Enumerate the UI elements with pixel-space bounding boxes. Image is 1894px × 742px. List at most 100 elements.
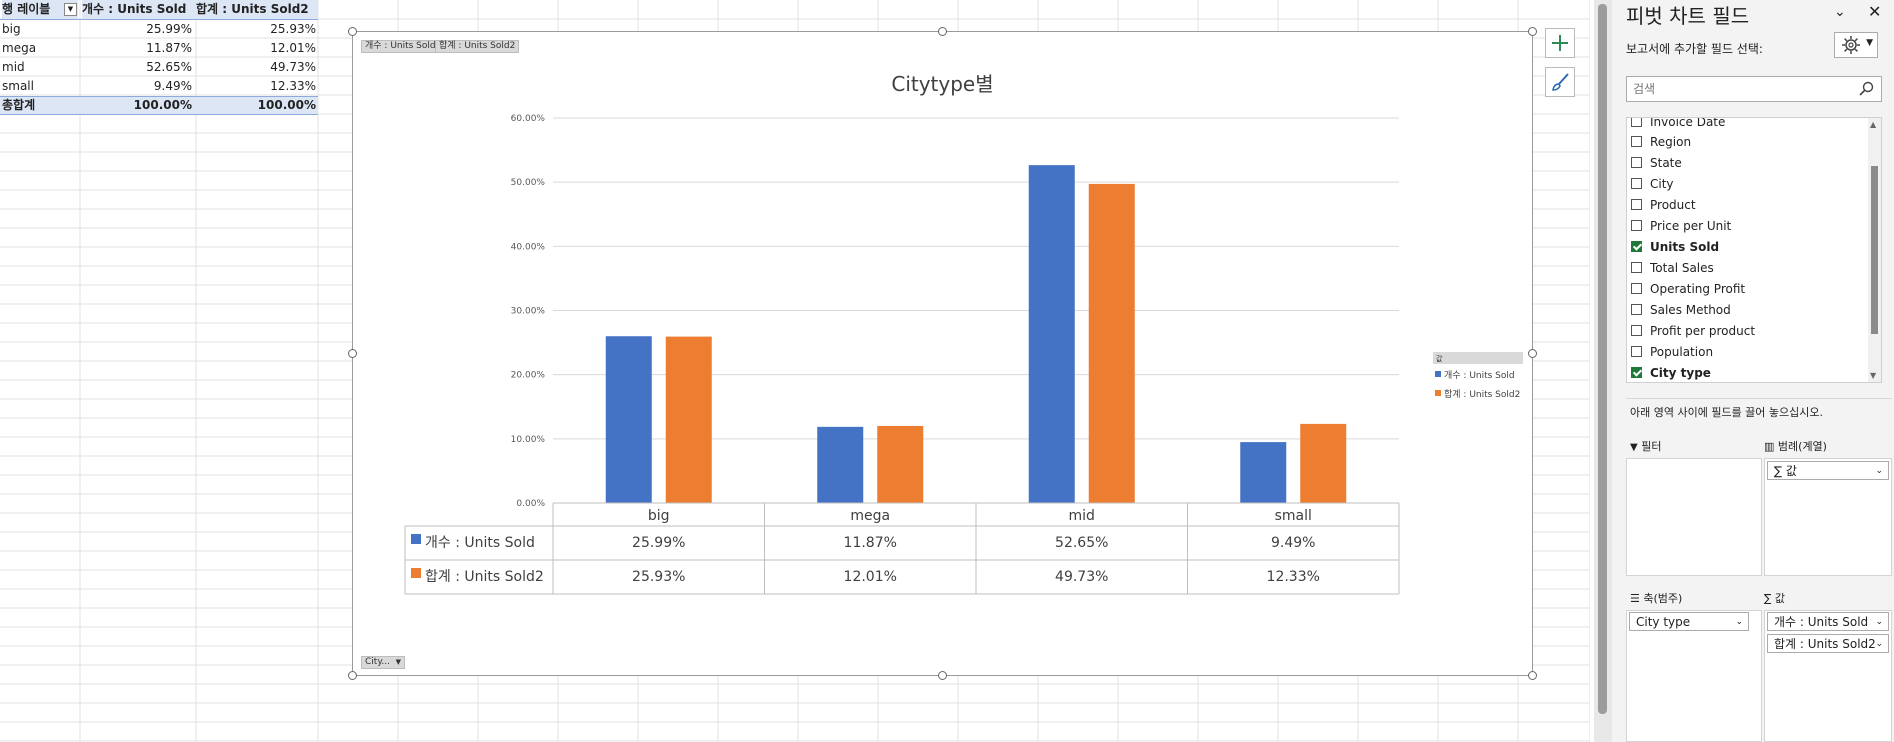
checkbox[interactable] [1631,346,1642,357]
filter-drop-zone[interactable] [1626,458,1762,576]
plus-icon [1552,35,1568,51]
pivot-chart[interactable]: 개수 : Units Sold 합계 : Units Sold2 City...… [352,31,1533,676]
data-table-value: 52.65% [1055,535,1108,551]
tools-gear-button[interactable]: ▼ [1834,32,1878,58]
pivot-row-label[interactable]: mid [2,60,25,74]
field-item[interactable]: City [1631,174,1674,195]
pivot-col2-header[interactable]: 합계 : Units Sold2 [196,0,318,19]
resize-handle[interactable] [938,671,947,680]
legend-entry: 개수 : Units Sold [1444,370,1515,381]
checkbox-checked[interactable] [1631,241,1642,252]
close-icon[interactable]: ✕ [1868,2,1882,21]
checkbox[interactable] [1631,325,1642,336]
pivot-row-label-header[interactable]: 행 레이블 [2,0,78,19]
chart-axis-field-button[interactable]: City... ▼ [361,656,405,669]
field-item[interactable]: Price per Unit [1631,216,1731,237]
resize-handle[interactable] [1528,671,1537,680]
field-item[interactable]: Total Sales [1631,258,1714,279]
bar-mid-2 [1088,183,1135,503]
pivot-total-cell[interactable]: 100.00% [257,98,316,112]
sheet-vertical-scrollbar[interactable] [1594,0,1612,742]
scroll-up-icon[interactable]: ▲ [1870,120,1877,129]
chart-plot: 0.00% 10.00% 20.00% 30.00% 40.00% 50.00% 60.00… [404,114,1523,595]
dropdown-arrow-icon: ▼ [395,658,401,666]
field-list-scrollbar[interactable]: ▲ ▼ [1868,118,1881,382]
legend-title-button [1433,352,1523,364]
pivot-cell[interactable]: 12.01% [270,41,316,55]
resize-handle[interactable] [348,27,357,36]
value-field-pill[interactable]: 합계 : Units Sold2 ⌄ [1767,634,1889,653]
scroll-down-icon[interactable]: ▼ [1870,371,1877,380]
checkbox[interactable] [1631,118,1642,127]
data-table-value: 25.99% [632,535,685,551]
pivot-cell[interactable]: 49.73% [270,60,316,74]
chart-title[interactable]: Citytype별 [891,72,994,96]
field-item[interactable]: Region [1631,132,1691,153]
field-item[interactable]: Units Sold [1631,237,1719,258]
resize-handle[interactable] [938,27,947,36]
checkbox[interactable] [1631,178,1642,189]
value-field-pill[interactable]: 개수 : Units Sold ⌄ [1767,612,1889,631]
pivot-cell[interactable]: 9.49% [153,79,192,93]
pivot-total-cell[interactable]: 100.00% [133,98,192,112]
field-item[interactable]: Sales Method [1631,300,1731,321]
scrollbar-thumb[interactable] [1598,4,1607,714]
field-item[interactable]: Product [1631,195,1696,216]
resize-handle[interactable] [1528,27,1537,36]
legend-field-pill[interactable]: ∑ 값 ⌄ [1767,461,1889,480]
checkbox[interactable] [1631,199,1642,210]
bar-small-1 [1240,442,1287,503]
chart-value-field-button[interactable]: 합계 : Units Sold2 [435,40,520,53]
dropdown-arrow-icon: ⌄ [1875,466,1883,476]
legend-key [1435,390,1441,396]
pivot-row-label[interactable]: small [2,79,34,93]
pivot-cell[interactable]: 52.65% [146,60,192,74]
bar-mid-1 [1028,165,1075,503]
field-item[interactable]: Population [1631,342,1713,363]
field-item[interactable]: Operating Profit [1631,279,1745,300]
field-item[interactable]: Profit per product [1631,321,1755,342]
chart-elements-button[interactable] [1545,28,1575,58]
checkbox[interactable] [1631,283,1642,294]
checkbox[interactable] [1631,304,1642,315]
field-search-input[interactable] [1627,77,1845,101]
pivot-cell[interactable]: 25.99% [146,22,192,36]
resize-handle[interactable] [348,671,357,680]
values-drop-zone[interactable] [1764,610,1892,742]
legend-area-label: ▥ 범례(계열) [1764,440,1827,453]
resize-handle[interactable] [348,349,357,358]
checkbox[interactable] [1631,157,1642,168]
axis-drop-zone[interactable] [1626,610,1762,742]
checkbox[interactable] [1631,220,1642,231]
field-item[interactable]: State [1631,153,1682,174]
pivot-cell[interactable]: 25.93% [270,22,316,36]
filter-dropdown-icon[interactable]: ▼ [64,3,77,16]
field-list[interactable]: Invoice Date Region State City Product P… [1626,117,1882,383]
pivot-cell[interactable]: 11.87% [146,41,192,55]
data-table-value: 49.73% [1055,569,1108,585]
chevron-down-icon[interactable]: ⌄ [1834,4,1846,20]
field-item[interactable]: Invoice Date [1631,118,1725,133]
checkbox[interactable] [1631,262,1642,273]
pivot-row-label[interactable]: big [2,22,21,36]
scrollbar-thumb[interactable] [1871,166,1878,334]
pivot-cell[interactable]: 12.33% [270,79,316,93]
table-legend-key [411,534,421,544]
bar-big-1 [605,336,652,503]
y-tick-label: 20.00% [511,371,546,381]
search-icon[interactable] [1859,81,1875,97]
legend-icon: ▥ [1764,440,1775,453]
pivot-total-label[interactable]: 총합계 [2,98,36,112]
checkbox-checked[interactable] [1631,367,1642,378]
checkbox[interactable] [1631,136,1642,147]
pivot-col1-header[interactable]: 개수 : Units Sold [82,0,196,19]
field-item[interactable]: City type [1631,363,1711,382]
legend-title: 값 [1436,355,1443,363]
axis-field-pill[interactable]: City type ⌄ [1629,612,1749,631]
table-series-name: 합계 : Units Sold2 [425,569,544,585]
pivot-row-label[interactable]: mega [2,41,37,55]
x-category-label: mega [850,508,890,524]
chart-styles-button[interactable] [1545,67,1575,97]
resize-handle[interactable] [1528,349,1537,358]
values-area-label: ∑ 값 [1764,592,1786,605]
